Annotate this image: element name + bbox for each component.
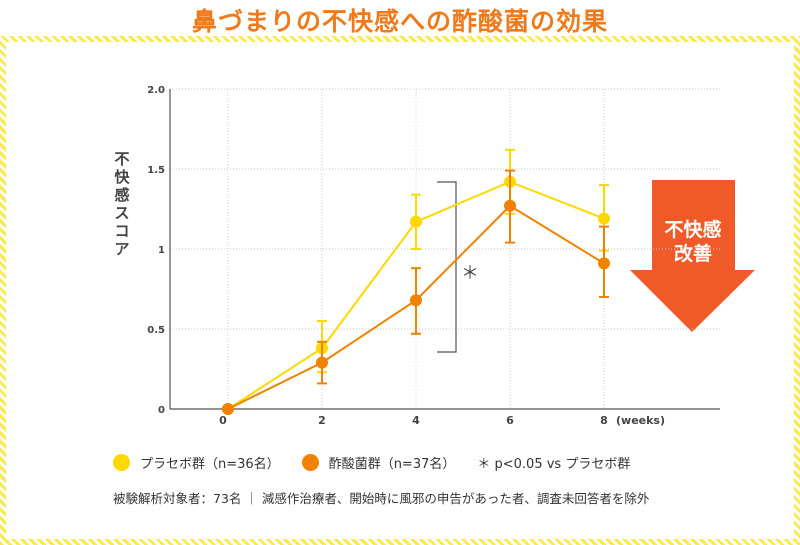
- acetic-dot-icon: [301, 454, 319, 471]
- placebo-dot-icon: [113, 454, 130, 471]
- x-axis-label: (weeks): [616, 414, 665, 427]
- y-tick-label: 1: [158, 245, 165, 256]
- data-point: [410, 215, 422, 228]
- data-point: [410, 294, 422, 307]
- legend-placebo-label: プラセボ群（n=36名）: [140, 457, 280, 472]
- data-point: [316, 356, 328, 369]
- series-0: [222, 148, 610, 415]
- page-title: 鼻づまりの不快感への酢酸菌の効果: [191, 7, 608, 36]
- y-tick-label: 2.0: [147, 85, 165, 96]
- x-tick-label: 2: [318, 414, 326, 427]
- y-axis-label: 不快感スコア: [114, 150, 130, 258]
- legend: プラセボ群（n=36名） 酢酸菌群（n=37名） ＊ p<0.05 vs プラセ…: [113, 453, 652, 472]
- arrow-label: 不快感 改善: [648, 218, 738, 266]
- improvement-arrow-icon: [630, 180, 755, 332]
- legend-acetic: 酢酸菌群（n=37名）: [301, 453, 456, 472]
- legend-placebo: プラセボ群（n=36名）: [113, 453, 280, 472]
- y-tick-label: 0.5: [147, 325, 165, 336]
- data-point: [222, 403, 234, 415]
- footnote: 被験解析対象者：73名 ｜ 減感作治療者、開始時に風邪の申告があった者、調査未回…: [113, 491, 650, 506]
- significance-bracket: [437, 181, 457, 353]
- significance-label: ＊ p<0.05 vs プラセボ群: [477, 457, 631, 472]
- x-tick-label: 8: [600, 414, 608, 427]
- x-tick-label: 6: [506, 414, 514, 427]
- data-point: [598, 257, 610, 270]
- data-point: [598, 212, 610, 225]
- significance-marker: ＊: [461, 263, 479, 284]
- arrow-label-line2: 改善: [673, 243, 712, 265]
- data-point: [504, 199, 516, 212]
- x-tick-label: 4: [412, 414, 420, 427]
- x-tick-label: 0: [219, 414, 227, 427]
- arrow-label-line1: 不快感: [664, 219, 722, 241]
- series-1: [222, 169, 610, 415]
- y-tick-label: 0: [158, 405, 165, 416]
- legend-significance: ＊ p<0.05 vs プラセボ群: [477, 453, 630, 472]
- y-tick-label: 1.5: [147, 165, 165, 176]
- legend-acetic-label: 酢酸菌群（n=37名）: [328, 457, 456, 472]
